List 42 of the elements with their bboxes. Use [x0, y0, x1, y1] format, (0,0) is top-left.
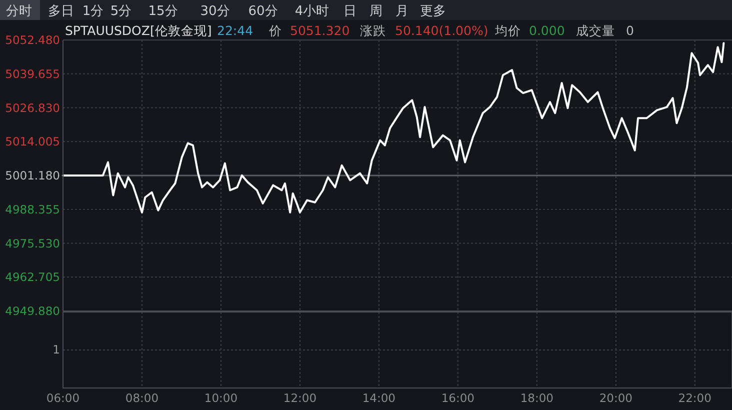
y-tick-label: 5052.480	[5, 33, 60, 47]
text: 月	[396, 4, 408, 19]
y-tick-label: 4962.705	[5, 270, 60, 284]
text: 15分	[148, 4, 178, 19]
line-series	[62, 42, 725, 214]
y-tick-label: 5039.655	[5, 66, 60, 81]
text: 涨跌	[360, 23, 386, 38]
x-tick-label: 06:00	[46, 391, 80, 405]
y-tick-label: 4949.880	[5, 304, 60, 318]
y-tick-label: 5001.180	[5, 168, 60, 182]
text: 0	[626, 23, 634, 38]
text: 分时	[6, 4, 32, 19]
text: 5分	[110, 4, 132, 19]
x-tick-label: 22:00	[678, 391, 712, 405]
text: 22:44	[217, 23, 254, 38]
x-tick-label: 18:00	[520, 391, 554, 405]
y-tick-label: 5014.005	[5, 134, 60, 149]
text: 成交量	[576, 23, 615, 38]
text: 50.140(1.00%)	[395, 23, 488, 38]
text: 1	[52, 342, 60, 356]
chart-title: SPTAUUSDOZ[伦敦金现]	[65, 23, 212, 38]
text: 4小时	[294, 4, 330, 19]
y-tick-label: 4975.530	[5, 236, 60, 250]
text: 价	[268, 23, 282, 38]
text: 60分	[248, 4, 278, 19]
x-tick-label: 08:00	[125, 391, 159, 405]
x-tick-label: 20:00	[599, 391, 632, 405]
y-tick-label: 4988.355	[5, 202, 60, 216]
text: 均价	[494, 23, 521, 38]
text: 日	[344, 4, 356, 19]
text: 1分	[82, 4, 104, 19]
x-tick-label: 14:00	[362, 391, 396, 405]
text: 30分	[200, 4, 230, 19]
x-tick-label: 16:00	[441, 391, 474, 405]
text: 0.000	[529, 23, 565, 38]
y-tick-label: 5026.830	[5, 100, 60, 115]
text: 更多	[420, 4, 446, 19]
text: 多日	[48, 4, 74, 19]
text: 周	[370, 4, 382, 19]
text: 5051.320	[290, 23, 350, 38]
x-tick-label: 10:00	[204, 391, 238, 405]
x-tick-label: 12:00	[283, 391, 317, 405]
